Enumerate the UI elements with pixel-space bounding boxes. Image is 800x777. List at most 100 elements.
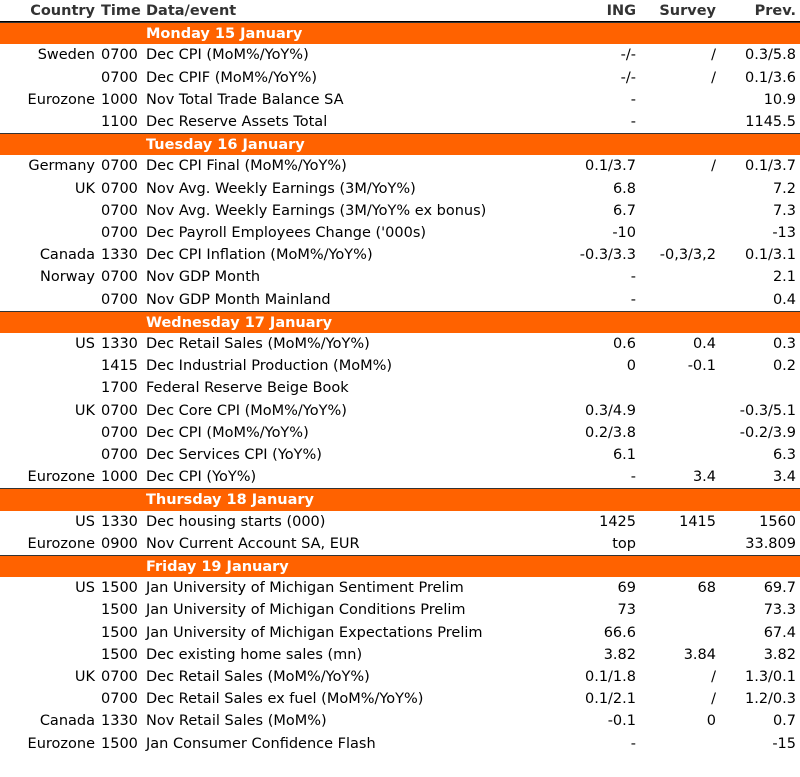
time: 0700	[101, 69, 138, 86]
column-header: Time	[101, 3, 141, 19]
time: 0700	[101, 291, 138, 308]
country: UK	[74, 402, 95, 419]
event: Dec existing home sales (mn)	[146, 646, 363, 663]
previous: 1.2/0.3	[744, 691, 796, 708]
event-row: US 1330 Dec Retail Sales (MoM%/YoY%) 0.6 0.4…	[0, 333, 800, 355]
survey: /	[711, 158, 716, 175]
ing-forecast: 66.6	[603, 624, 636, 641]
ing-forecast: 0.1/3.7	[584, 158, 636, 175]
event-row: Norway 0700 Nov GDP Month - 2.1	[0, 266, 800, 288]
survey: /	[711, 691, 716, 708]
event: Dec Reserve Assets Total	[146, 114, 328, 130]
time: 0700	[101, 402, 138, 419]
event: Dec CPI (YoY%)	[146, 469, 257, 486]
ing-forecast: -/-	[620, 47, 636, 64]
previous: 0.1/3.7	[744, 158, 796, 175]
previous: 1.3/0.1	[744, 669, 796, 685]
time: 1330	[101, 513, 138, 530]
ing-forecast: -	[630, 269, 636, 286]
event-row: 0700 Dec CPIF (MoM%/YoY%) -/- / 0.1/3.6	[0, 67, 800, 89]
previous: 0.2	[772, 358, 796, 375]
ing-forecast: -	[630, 114, 636, 130]
ing-forecast: 0.1/1.8	[584, 669, 636, 685]
event: Federal Reserve Beige Book	[146, 380, 349, 397]
previous: 69.7	[763, 580, 796, 597]
previous: 0.1/3.6	[744, 69, 796, 86]
time: 1330	[101, 713, 138, 730]
previous: 6.3	[772, 447, 796, 463]
event: Nov Avg. Weekly Earnings (3M/YoY%)	[146, 180, 416, 197]
survey: -0,3/3,2	[659, 247, 716, 264]
event: Dec CPI (MoM%/YoY%)	[146, 47, 309, 64]
time: 0700	[101, 691, 138, 708]
survey: 3.84	[683, 646, 716, 663]
event: Dec Retail Sales ex fuel (MoM%/YoY%)	[146, 691, 424, 708]
event-row: 1100 Dec Reserve Assets Total - 1145.5	[0, 111, 800, 133]
event: Jan University of Michigan Conditions Pr…	[146, 602, 466, 619]
time: 0700	[101, 225, 138, 241]
event-row: Eurozone 1000 Nov Total Trade Balance SA - 1…	[0, 89, 800, 111]
country: US	[75, 580, 95, 597]
event-row: UK 0700 Dec Retail Sales (MoM%/YoY%) 0.1/1.…	[0, 666, 800, 688]
previous: 0.3/5.8	[744, 47, 796, 64]
event: Dec Payroll Employees Change ('000s)	[146, 225, 427, 241]
country: Eurozone	[27, 535, 95, 552]
event-row: Eurozone 1500 Jan Consumer Confidence Flas…	[0, 733, 800, 755]
event: Nov Current Account SA, EUR	[146, 535, 360, 552]
day-header: Tuesday 16 January	[0, 133, 800, 156]
event: Dec CPI (MoM%/YoY%)	[146, 424, 309, 441]
ing-forecast: 73	[617, 602, 636, 619]
ing-forecast: -	[630, 735, 636, 752]
ing-forecast: -0.3/3.3	[579, 247, 636, 264]
country: Norway	[39, 269, 95, 286]
event-row: 0700 Dec Services CPI (YoY%) 6.1 6.3	[0, 444, 800, 466]
event: Nov GDP Month Mainland	[146, 291, 331, 308]
event: Jan University of Michigan Expectations …	[146, 624, 483, 641]
time: 1500	[101, 624, 138, 641]
ing-forecast: 0.2/3.8	[584, 424, 636, 441]
previous: 10.9	[763, 91, 796, 108]
event-row: Eurozone 1000 Dec CPI (YoY%) - 3.4 3.4	[0, 466, 800, 488]
survey: /	[711, 69, 716, 86]
event: Jan University of Michigan Sentiment Pre…	[146, 580, 464, 597]
survey: -0.1	[687, 358, 716, 375]
survey: /	[711, 669, 716, 685]
country: Sweden	[37, 47, 95, 64]
country: Canada	[39, 247, 95, 264]
survey: 68	[697, 580, 716, 597]
event-row: Canada 1330 Nov Retail Sales (MoM%) -0.1 0 0.…	[0, 710, 800, 732]
time: 1100	[101, 114, 138, 130]
ing-forecast: -/-	[620, 69, 636, 86]
day-header: Thursday 18 January	[0, 488, 800, 511]
ing-forecast: top	[612, 535, 636, 552]
day-header: Friday 19 January	[0, 555, 800, 578]
time: 1000	[101, 91, 138, 108]
time: 0700	[101, 669, 138, 685]
event-row: 1500 Jan University of Michigan Expectati…	[0, 622, 800, 644]
previous: 1560	[759, 513, 796, 530]
day-title: Friday 19 January	[146, 559, 289, 575]
previous: 0.7	[772, 713, 796, 730]
time: 1500	[101, 602, 138, 619]
previous: 2.1	[772, 269, 796, 286]
event: Nov Avg. Weekly Earnings (3M/YoY% ex bon…	[146, 202, 487, 219]
country: Canada	[39, 713, 95, 730]
event: Dec Retail Sales (MoM%/YoY%)	[146, 336, 370, 352]
event: Dec Services CPI (YoY%)	[146, 447, 322, 463]
ing-forecast: -10	[612, 225, 636, 241]
time: 0700	[101, 447, 138, 463]
ing-forecast: -	[630, 291, 636, 308]
ing-forecast: 0.6	[612, 336, 636, 352]
event: Dec Core CPI (MoM%/YoY%)	[146, 402, 347, 419]
previous: -0.2/3.9	[739, 424, 796, 441]
column-header: ING	[606, 3, 636, 19]
previous: 7.2	[772, 180, 796, 197]
event-row: Germany 0700 Dec CPI Final (MoM%/YoY%) 0.1/…	[0, 155, 800, 177]
day-title: Wednesday 17 January	[146, 314, 333, 331]
country: UK	[74, 180, 95, 197]
country: Eurozone	[27, 469, 95, 486]
event-row: 1500 Jan University of Michigan Condition…	[0, 599, 800, 621]
time: 1000	[101, 469, 138, 486]
header-row: Country Time Data/event ING Survey Prev.	[0, 0, 800, 23]
